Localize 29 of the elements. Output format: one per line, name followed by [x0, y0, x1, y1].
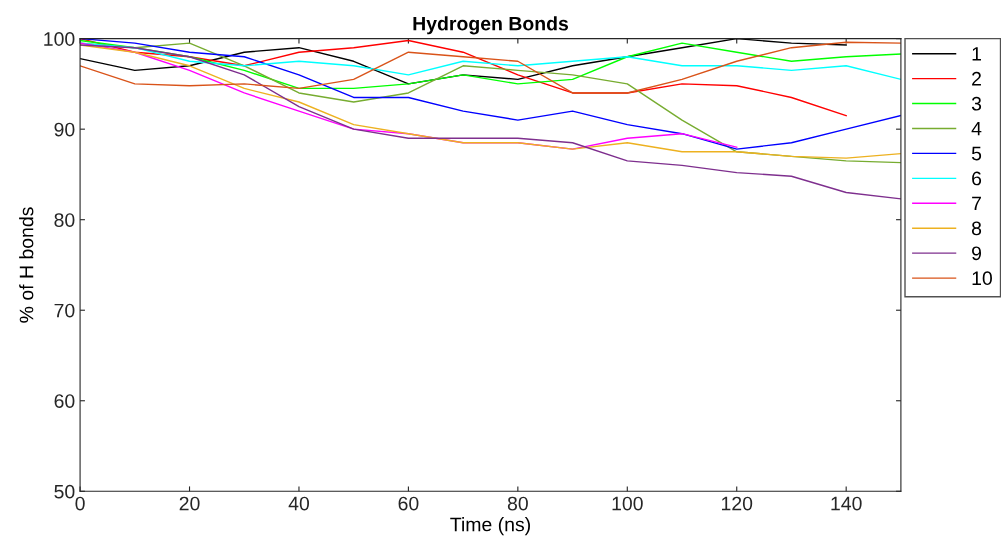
legend-label: 5 [971, 146, 982, 161]
y-tick-label: 50 [54, 484, 75, 499]
legend-label: 7 [972, 196, 981, 211]
line-series [80, 38, 847, 85]
y-tick-label: 60 [54, 394, 75, 408]
y-tick-label: 90 [54, 122, 75, 137]
x-tick-label: 80 [507, 496, 528, 511]
legend-label: 4 [971, 121, 982, 136]
x-tick-label: 60 [398, 496, 419, 511]
y-tick-label: 100 [44, 32, 75, 46]
legend-label: 9 [972, 246, 982, 261]
x-tick-label: 120 [722, 496, 753, 511]
x-tick-label: 20 [179, 496, 200, 511]
y-axis-title: % of H bonds [19, 207, 34, 323]
legend-label: 2 [972, 71, 981, 86]
legend-label: 8 [971, 221, 982, 236]
x-tick-label: 40 [288, 496, 310, 511]
x-tick-label: 0 [75, 496, 85, 511]
chart-title: Hydrogen Bonds [413, 16, 569, 35]
y-tick-label: 80 [54, 213, 75, 227]
legend-label: 10 [972, 271, 992, 286]
line-series [80, 44, 901, 200]
legend-label: 3 [971, 96, 982, 111]
x-tick-label: 100 [612, 496, 643, 511]
y-tick-label: 70 [54, 303, 75, 318]
legend-label: 6 [972, 171, 982, 186]
x-axis-title: Time (ns) [450, 517, 530, 536]
x-tick-label: 140 [831, 496, 862, 511]
legend-label: 1 [972, 47, 981, 61]
